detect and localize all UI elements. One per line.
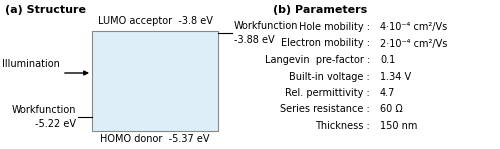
Text: Series resistance :: Series resistance : <box>280 104 370 114</box>
Text: Built-in voltage :: Built-in voltage : <box>289 72 370 82</box>
Text: Langevin  pre-factor :: Langevin pre-factor : <box>265 55 370 65</box>
Text: Rel. permittivity :: Rel. permittivity : <box>285 88 370 98</box>
Text: Hole mobility :: Hole mobility : <box>299 22 370 32</box>
Text: 150 nm: 150 nm <box>380 121 418 131</box>
Text: Thickness :: Thickness : <box>316 121 370 131</box>
Text: HOMO donor  -5.37 eV: HOMO donor -5.37 eV <box>100 134 210 144</box>
Text: (a) Structure: (a) Structure <box>5 5 86 15</box>
Text: Electron mobility :: Electron mobility : <box>281 38 370 49</box>
Text: 60 Ω: 60 Ω <box>380 104 403 114</box>
Text: (b) Parameters: (b) Parameters <box>273 5 367 15</box>
Text: -5.22 eV: -5.22 eV <box>35 119 76 129</box>
Bar <box>92 31 218 131</box>
Text: LUMO acceptor  -3.8 eV: LUMO acceptor -3.8 eV <box>98 16 212 26</box>
Text: 0.1: 0.1 <box>380 55 395 65</box>
Text: 1.34 V: 1.34 V <box>380 72 411 82</box>
Text: Workfunction: Workfunction <box>234 21 298 31</box>
Text: Workfunction: Workfunction <box>12 105 76 115</box>
Text: 4·10⁻⁴ cm²/Vs: 4·10⁻⁴ cm²/Vs <box>380 22 448 32</box>
Text: 4.7: 4.7 <box>380 88 396 98</box>
Text: Illumination: Illumination <box>2 59 60 69</box>
Text: 2·10⁻⁴ cm²/Vs: 2·10⁻⁴ cm²/Vs <box>380 38 448 49</box>
Text: -3.88 eV: -3.88 eV <box>234 35 274 45</box>
